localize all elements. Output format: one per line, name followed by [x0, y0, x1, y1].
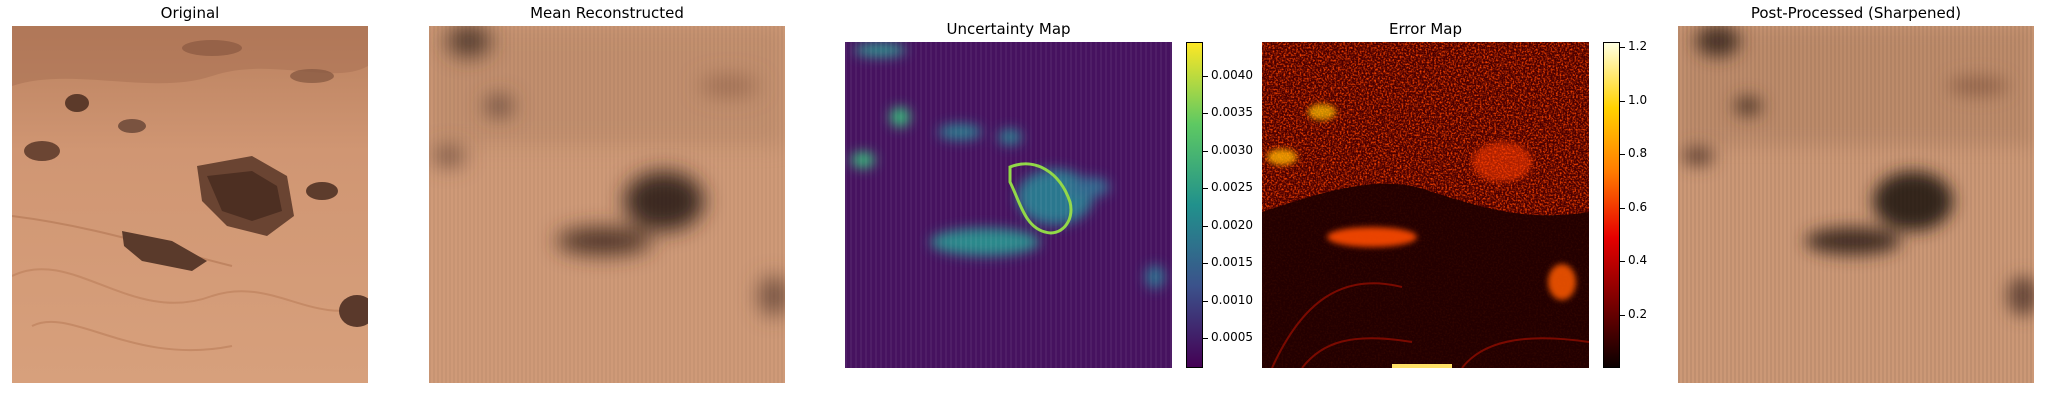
panel-title-uncertainty-map: Uncertainty Map — [946, 20, 1071, 38]
error-colorbar-tick-label: 1.2 — [1628, 39, 1648, 53]
panel-title-mean-reconstructed: Mean Reconstructed — [530, 4, 684, 22]
uncertainty-colorbar-tick-mark — [1203, 338, 1208, 339]
error-colorbar-tick-mark — [1620, 315, 1625, 316]
uncertainty-colorbar-tick-label: 0.0020 — [1211, 218, 1253, 232]
uncertainty-colorbar-tick-mark — [1203, 301, 1208, 302]
uncertainty-colorbar-tick-mark — [1203, 76, 1208, 77]
post-processed-image — [1678, 26, 2034, 383]
error-colorbar-tick-mark — [1620, 261, 1625, 262]
uncertainty-heatmap — [845, 42, 1172, 368]
panel-title-post-processed: Post-Processed (Sharpened) — [1750, 4, 1962, 22]
uncertainty-colorbar-tick-label: 0.0005 — [1211, 330, 1253, 344]
error-colorbar-tick-label: 0.4 — [1628, 253, 1648, 267]
uncertainty-colorbar-tick-mark — [1203, 188, 1208, 189]
uncertainty-colorbar-tick-mark — [1203, 113, 1208, 114]
error-colorbar-tick-label: 0.8 — [1628, 146, 1648, 160]
panel-title-original: Original — [160, 4, 220, 22]
mean-reconstructed-image — [429, 26, 785, 383]
uncertainty-colorbar-tick-mark — [1203, 151, 1208, 152]
uncertainty-colorbar-tick-label: 0.0035 — [1211, 105, 1253, 119]
error-colorbar — [1603, 42, 1620, 368]
error-colorbar-tick-label: 0.2 — [1628, 307, 1648, 321]
error-heatmap — [1262, 42, 1589, 368]
error-colorbar-tick-mark — [1620, 208, 1625, 209]
error-colorbar-tick-mark — [1620, 47, 1625, 48]
uncertainty-colorbar-tick-mark — [1203, 263, 1208, 264]
error-colorbar-tick-mark — [1620, 101, 1625, 102]
error-colorbar-tick-mark — [1620, 154, 1625, 155]
uncertainty-colorbar-tick-label: 0.0040 — [1211, 68, 1253, 82]
original-image — [12, 26, 368, 383]
panel-title-error-map: Error Map — [1389, 20, 1462, 38]
uncertainty-colorbar — [1186, 42, 1203, 368]
error-colorbar-tick-label: 1.0 — [1628, 93, 1648, 107]
uncertainty-colorbar-tick-mark — [1203, 226, 1208, 227]
uncertainty-colorbar-tick-label: 0.0025 — [1211, 180, 1253, 194]
error-colorbar-tick-label: 0.6 — [1628, 200, 1648, 214]
uncertainty-colorbar-tick-label: 0.0030 — [1211, 143, 1253, 157]
uncertainty-colorbar-tick-label: 0.0010 — [1211, 293, 1253, 307]
uncertainty-colorbar-tick-label: 0.0015 — [1211, 255, 1253, 269]
